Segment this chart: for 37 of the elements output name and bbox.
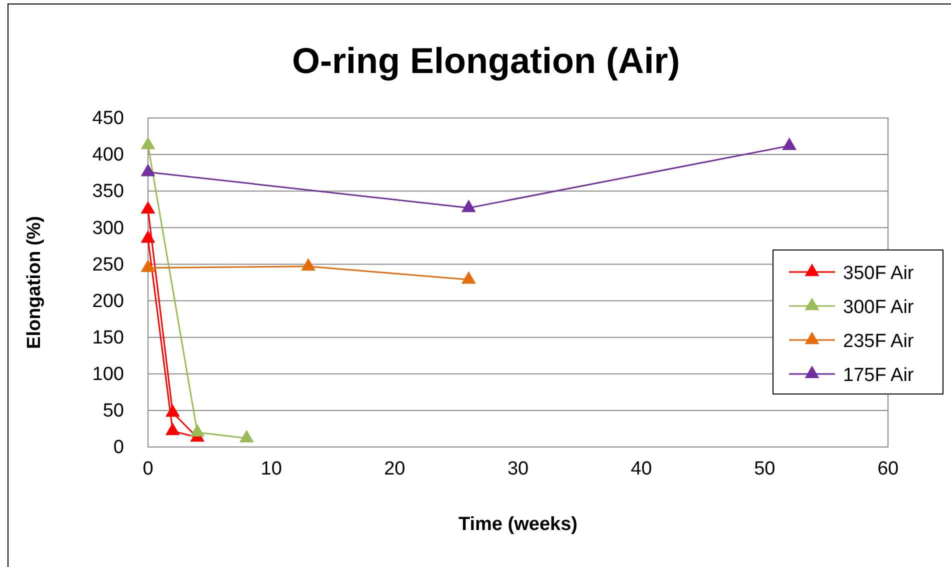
legend-label: 350F Air bbox=[843, 263, 914, 284]
x-tick-label: 60 bbox=[877, 458, 899, 480]
legend-label: 235F Air bbox=[843, 331, 914, 352]
point bbox=[782, 137, 797, 150]
point bbox=[461, 271, 476, 284]
y-tick-label: 0 bbox=[113, 437, 124, 458]
legend-label: 300F Air bbox=[843, 297, 914, 318]
point bbox=[190, 424, 205, 437]
x-tick-label: 30 bbox=[507, 458, 529, 480]
point bbox=[140, 260, 156, 272]
y-tick-label: 400 bbox=[92, 144, 124, 166]
point bbox=[140, 201, 156, 214]
point bbox=[140, 164, 156, 176]
point bbox=[140, 136, 156, 150]
x-tick-label: 10 bbox=[260, 458, 282, 480]
point bbox=[165, 422, 180, 436]
y-tick-label: 50 bbox=[102, 400, 124, 422]
x-tick-label: 0 bbox=[142, 458, 154, 480]
point bbox=[239, 430, 254, 442]
y-tick-label: 300 bbox=[92, 218, 124, 239]
point bbox=[140, 230, 156, 243]
chart-title: O-ring Elongation (Air) bbox=[292, 40, 680, 81]
x-tick-label: 40 bbox=[630, 458, 652, 480]
x-tick-label: 50 bbox=[754, 458, 776, 480]
y-tick-label: 450 bbox=[92, 108, 124, 130]
y-tick-label: 200 bbox=[92, 290, 124, 312]
y-tick-label: 350 bbox=[92, 181, 124, 202]
point bbox=[165, 404, 180, 417]
y-axis-title: Elongation (%) bbox=[24, 216, 45, 349]
legend-label: 175F Air bbox=[843, 365, 914, 386]
point bbox=[301, 258, 316, 271]
y-tick-label: 100 bbox=[92, 364, 124, 385]
y-tick-label: 250 bbox=[92, 254, 124, 276]
point bbox=[461, 200, 476, 212]
y-tick-label: 150 bbox=[92, 327, 124, 348]
x-tick-label: 20 bbox=[384, 458, 406, 480]
x-axis-title: Time (weeks) bbox=[458, 514, 578, 535]
